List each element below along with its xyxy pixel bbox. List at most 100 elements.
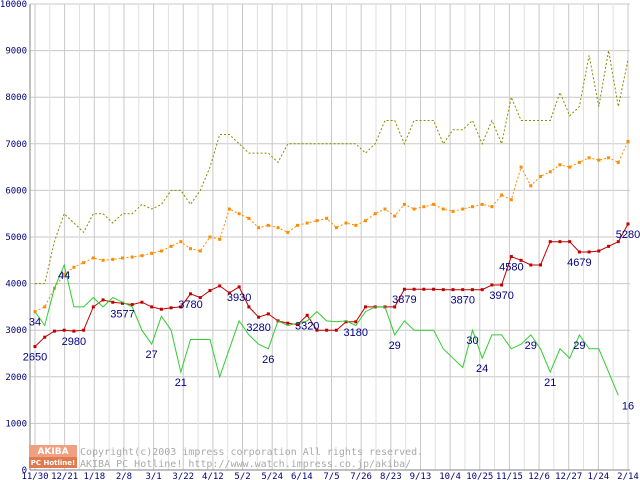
y-tick-label: 8000 [5,93,27,103]
series-2-point [227,207,231,211]
series-3-point [266,312,270,316]
series-3-point [189,292,193,296]
series-3-point [247,305,251,309]
series-2-point [111,257,115,261]
series-3-point [315,328,319,332]
series-2-point [539,174,543,178]
data-label: 3930 [227,292,251,304]
series-3-point [295,323,299,327]
x-tick-label: 1/24 [588,472,610,480]
series-2-point [237,212,241,216]
series-3-point [150,305,154,309]
x-tick-label: 8/23 [380,472,402,480]
series-3-point [62,328,66,332]
series-2-point [461,207,465,211]
x-tick-label: 11/15 [496,472,523,480]
series-3-point [626,222,630,226]
akiba-logo-bottom: PC Hotline! [31,459,75,467]
series-3-point [548,240,552,244]
series-3-point [159,307,163,311]
data-label: 2650 [23,352,47,364]
y-tick-label: 4000 [5,280,27,290]
x-tick-label: 11/30 [21,472,48,480]
series-2-point [607,156,611,160]
series-3-point [286,321,290,325]
series-2-point [295,223,299,227]
series-3-point [140,300,144,304]
data-label: 2980 [62,336,86,348]
data-label: 34 [29,317,41,329]
series-3-point [490,283,494,287]
data-label: 29 [525,340,537,352]
series-3-point [111,300,115,304]
series-2-point [82,261,86,265]
data-labels: 34 2650 44 2980 3577 27 3780 21 3930 3280 26 3320 31… [23,229,640,412]
data-label: 3879 [392,294,416,306]
y-tick-label: 10000 [0,0,27,10]
series-2-point [257,226,261,230]
series-2-point [626,139,630,143]
y-tick-label: 7000 [5,140,27,150]
x-tick-label: 5/24 [261,472,283,480]
series-2-point [490,205,494,209]
series-2-point [169,244,173,248]
x-tick-label: 3/1 [145,472,161,480]
series-2-point [218,237,222,241]
series-2-point [616,160,620,164]
series-2-point [325,216,329,220]
series-2-point [189,247,193,251]
series-3-point [451,288,455,292]
series-2-point [480,202,484,206]
series-2-point [470,205,474,209]
series-3-point [82,328,86,332]
data-label: 30 [466,335,478,347]
series-2-point [101,258,105,262]
series-3-point [208,289,212,293]
series-line-3 [34,223,629,347]
x-tick-label: 2/14 [617,472,639,480]
series-2-point [412,207,416,211]
x-tick-label: 7/5 [323,472,339,480]
x-tick-label: 10/25 [466,472,493,480]
series-3-point [597,249,601,253]
series-3-point [198,296,202,300]
y-tick-label: 1000 [5,419,27,429]
series-2-point [43,305,47,309]
series-2-point [354,223,358,227]
series-2-point [198,249,202,253]
series-2-point [305,221,309,225]
data-label: 4580 [499,262,523,274]
series-2-point [150,251,154,255]
series-2-point [577,160,581,164]
y-tick-label: 9000 [5,47,27,57]
data-label: 3280 [246,322,270,334]
series-3-point [539,263,543,267]
series-2-point [315,219,319,223]
series-3-point [558,240,562,244]
series-3-point [101,298,105,302]
series-line-4 [34,263,619,396]
data-label: 16 [622,400,634,412]
data-label: 3577 [110,308,134,320]
series-2-point [519,165,523,169]
series-2-point [334,226,338,230]
series-2-point [441,207,445,211]
data-label: 29 [573,340,585,352]
x-tick-label: 12/21 [51,472,78,480]
series-3-point [237,285,241,289]
x-tick-label: 10/4 [439,472,461,480]
series-2-point [383,207,387,211]
series-2-point [432,202,436,206]
series-3-point [422,287,426,291]
series-3-point [412,287,416,291]
series-2-point [597,158,601,162]
series-2-point [208,235,212,239]
series-2-point [266,223,270,227]
series-3-point [344,320,348,324]
series-2-point [402,202,406,206]
x-tick-label: 9/13 [410,472,432,480]
series-3-point [305,313,309,317]
akiba-logo-bottom-box [29,457,77,468]
data-label: 21 [544,377,556,389]
series-2-point [247,216,251,220]
